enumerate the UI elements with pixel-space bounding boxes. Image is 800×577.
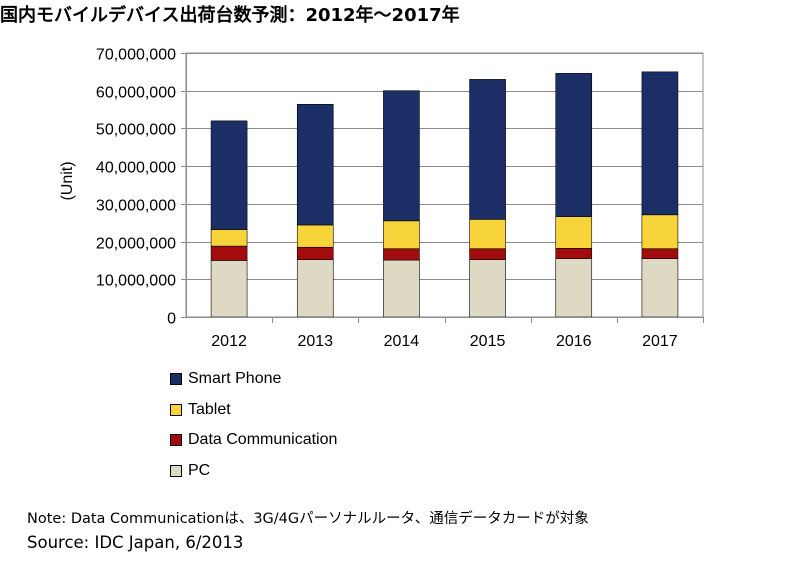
bar-tablet-2015 bbox=[469, 219, 506, 250]
bar-smart-phone-2012 bbox=[210, 120, 248, 230]
legend-label-pc: PC bbox=[188, 461, 211, 479]
bar-tablet-2012 bbox=[210, 229, 248, 247]
bar-smart-phone-2015 bbox=[469, 79, 506, 220]
bar-data-communication-2013 bbox=[296, 246, 334, 260]
bar-smart-phone-2013 bbox=[296, 103, 334, 226]
bar-data-communication-2017 bbox=[641, 248, 679, 259]
legend-swatch-smart-phone bbox=[170, 373, 182, 386]
bar-smart-phone-2014 bbox=[383, 90, 420, 222]
bar-tablet-2013 bbox=[296, 224, 334, 248]
legend-swatch-data-communication bbox=[170, 434, 182, 447]
x-tick-label: 2013 bbox=[297, 333, 333, 350]
bar-data-communication-2012 bbox=[210, 245, 248, 261]
x-tick-label: 2014 bbox=[384, 333, 420, 350]
y-tick-label: 70,000,000 bbox=[96, 47, 176, 64]
y-axis-label: (Unit) bbox=[59, 161, 76, 200]
legend-swatch-pc bbox=[170, 464, 182, 477]
legend-label-smart-phone: Smart Phone bbox=[188, 370, 282, 388]
bar-data-communication-2015 bbox=[469, 248, 506, 260]
y-tick-label: 50,000,000 bbox=[96, 122, 176, 139]
bar-data-communication-2014 bbox=[383, 248, 420, 261]
bar-pc-2016 bbox=[555, 258, 593, 318]
bar-pc-2013 bbox=[296, 259, 334, 318]
legend-label-tablet: Tablet bbox=[188, 400, 231, 418]
y-tick-label: 40,000,000 bbox=[96, 160, 176, 177]
bar-smart-phone-2016 bbox=[555, 73, 593, 217]
gridlines bbox=[185, 52, 704, 318]
bar-smart-phone-2017 bbox=[641, 71, 679, 216]
y-tick-label: 0 bbox=[167, 311, 176, 328]
y-tick-label: 30,000,000 bbox=[96, 198, 176, 215]
legend-label-data-communication: Data Communication bbox=[188, 431, 338, 449]
x-tick-label: 2016 bbox=[556, 333, 592, 350]
bar-data-communication-2016 bbox=[555, 248, 593, 259]
y-tick-label: 20,000,000 bbox=[96, 236, 176, 253]
x-tick-label: 2017 bbox=[642, 333, 678, 350]
axes bbox=[181, 53, 704, 323]
source-text: Source: IDC Japan, 6/2013 bbox=[27, 533, 244, 552]
bars bbox=[210, 71, 679, 318]
legend-item-smart-phone: Smart Phone bbox=[170, 364, 337, 395]
bar-pc-2015 bbox=[469, 259, 506, 318]
plot-frame bbox=[185, 52, 704, 318]
legend: Smart Phone Tablet Data Communication PC bbox=[170, 364, 337, 486]
legend-item-pc: PC bbox=[170, 456, 337, 487]
legend-item-data-communication: Data Communication bbox=[170, 425, 337, 456]
page-title: 国内モバイルデバイス出荷台数予測：2012年～2017年 bbox=[0, 5, 460, 26]
y-tick-label: 10,000,000 bbox=[96, 273, 176, 290]
bar-tablet-2014 bbox=[383, 220, 420, 250]
y-tick-label: 60,000,000 bbox=[96, 85, 176, 102]
legend-item-tablet: Tablet bbox=[170, 395, 337, 426]
legend-swatch-tablet bbox=[170, 403, 182, 416]
x-tick-label: 2012 bbox=[211, 333, 247, 350]
bar-tablet-2016 bbox=[555, 216, 593, 249]
x-tick-label: 2015 bbox=[470, 333, 506, 350]
bar-pc-2012 bbox=[210, 260, 248, 318]
bar-pc-2014 bbox=[383, 259, 420, 318]
note-text: Note: Data Communicationは、3G/4Gパーソナルルータ、… bbox=[27, 511, 589, 527]
bar-pc-2017 bbox=[641, 258, 679, 318]
tick-labels: 0 10,000,000 20,000,000 30,000,000 40,000,00… bbox=[59, 47, 678, 351]
bar-tablet-2017 bbox=[641, 214, 679, 250]
